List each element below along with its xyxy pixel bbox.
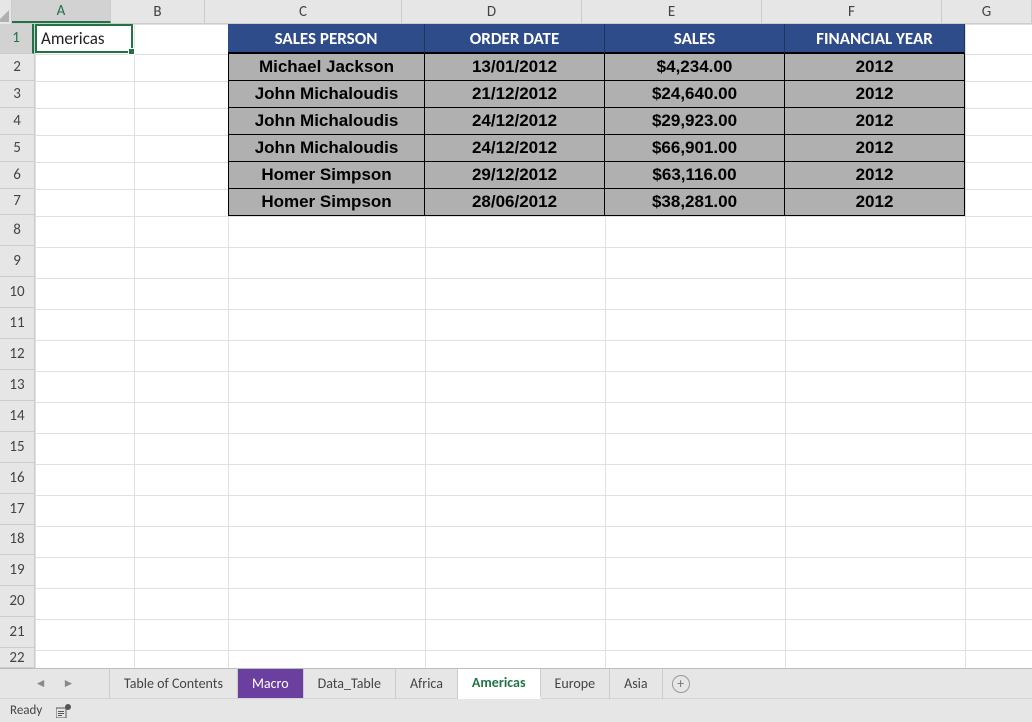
table-cell[interactable]: Michael Jackson	[228, 54, 425, 81]
sheet-tab[interactable]: Africa	[396, 669, 458, 698]
row-header-16[interactable]: 16	[0, 463, 34, 494]
table-cell[interactable]: 21/12/2012	[425, 81, 605, 108]
table-header-cell[interactable]: SALES	[605, 24, 785, 54]
column-header-D[interactable]: D	[402, 0, 582, 23]
column-headers: ABCDEFG	[12, 0, 1032, 23]
row-header-2[interactable]: 2	[0, 54, 34, 81]
tab-nav: ◄ ►	[0, 669, 110, 698]
table-header-row: SALES PERSONORDER DATESALESFINANCIAL YEA…	[228, 24, 965, 54]
row-header-21[interactable]: 21	[0, 617, 34, 648]
table-cell[interactable]: Homer Simpson	[228, 162, 425, 189]
row-header-13[interactable]: 13	[0, 370, 34, 401]
select-all-icon	[0, 10, 9, 22]
sheet-tabs: Table of ContentsMacroData_TableAfricaAm…	[110, 669, 663, 698]
table-cell[interactable]: 2012	[785, 189, 965, 216]
tab-prev-icon[interactable]: ◄	[35, 676, 47, 691]
table-cell[interactable]: $66,901.00	[605, 135, 785, 162]
table-cell[interactable]: John Michaloudis	[228, 135, 425, 162]
row-header-1[interactable]: 1	[0, 24, 34, 54]
table-cell[interactable]: John Michaloudis	[228, 108, 425, 135]
row-header-19[interactable]: 19	[0, 555, 34, 586]
sheet-tab[interactable]: Asia	[610, 669, 663, 698]
table-row: John Michaloudis21/12/2012$24,640.002012	[228, 81, 965, 108]
table-cell[interactable]: 2012	[785, 81, 965, 108]
table-header-cell[interactable]: SALES PERSON	[228, 24, 425, 54]
table-cell[interactable]: $29,923.00	[605, 108, 785, 135]
row-header-18[interactable]: 18	[0, 525, 34, 556]
fill-handle[interactable]	[128, 48, 135, 55]
active-cell[interactable]: Americas	[35, 24, 133, 53]
data-table: SALES PERSONORDER DATESALESFINANCIAL YEA…	[228, 24, 965, 216]
excel-window: ABCDEFG 12345678910111213141516171819202…	[0, 0, 1032, 722]
row-header-12[interactable]: 12	[0, 339, 34, 370]
new-sheet-button[interactable]: +	[663, 669, 699, 698]
table-cell[interactable]: 2012	[785, 54, 965, 81]
row-header-22[interactable]: 22	[0, 648, 34, 668]
row-header-8[interactable]: 8	[0, 215, 34, 246]
table-header-cell[interactable]: ORDER DATE	[425, 24, 605, 54]
row-header-10[interactable]: 10	[0, 277, 34, 308]
sheet-tab[interactable]: Macro	[238, 669, 304, 698]
column-header-B[interactable]: B	[111, 0, 205, 23]
column-header-row: ABCDEFG	[0, 0, 1032, 24]
row-header-17[interactable]: 17	[0, 494, 34, 525]
row-header-15[interactable]: 15	[0, 432, 34, 463]
table-cell[interactable]: 28/06/2012	[425, 189, 605, 216]
table-row: John Michaloudis24/12/2012$66,901.002012	[228, 135, 965, 162]
row-header-5[interactable]: 5	[0, 135, 34, 162]
active-cell-value: Americas	[41, 28, 105, 49]
table-row: John Michaloudis24/12/2012$29,923.002012	[228, 108, 965, 135]
row-header-14[interactable]: 14	[0, 401, 34, 432]
select-all-corner[interactable]	[0, 0, 12, 24]
table-row: Homer Simpson28/06/2012$38,281.002012	[228, 189, 965, 216]
row-header-4[interactable]: 4	[0, 108, 34, 135]
table-cell[interactable]: 2012	[785, 162, 965, 189]
column-header-G[interactable]: G	[942, 0, 1032, 23]
table-cell[interactable]: Homer Simpson	[228, 189, 425, 216]
sheet-tab[interactable]: Data_Table	[304, 669, 396, 698]
table-cell[interactable]: $4,234.00	[605, 54, 785, 81]
row-header-9[interactable]: 9	[0, 246, 34, 277]
status-text: Ready	[10, 703, 42, 718]
table-cell[interactable]: John Michaloudis	[228, 81, 425, 108]
table-cell[interactable]: 2012	[785, 135, 965, 162]
row-header-3[interactable]: 3	[0, 81, 34, 108]
table-cell[interactable]: $24,640.00	[605, 81, 785, 108]
row-header-7[interactable]: 7	[0, 189, 34, 216]
tab-scroll-region	[699, 669, 1032, 698]
grid-area: 12345678910111213141516171819202122 Amer…	[0, 24, 1032, 668]
row-header-6[interactable]: 6	[0, 162, 34, 189]
table-cell[interactable]: 24/12/2012	[425, 108, 605, 135]
row-header-11[interactable]: 11	[0, 308, 34, 339]
macro-record-icon[interactable]	[56, 704, 72, 718]
sheet-tab-strip: ◄ ► Table of ContentsMacroData_TableAfri…	[0, 668, 1032, 698]
row-header-20[interactable]: 20	[0, 586, 34, 617]
table-row: Michael Jackson13/01/2012$4,234.002012	[228, 54, 965, 81]
table-cell[interactable]: 13/01/2012	[425, 54, 605, 81]
table-cell[interactable]: $38,281.00	[605, 189, 785, 216]
tab-next-icon[interactable]: ►	[63, 676, 75, 691]
sheet-tab[interactable]: Europe	[541, 669, 611, 698]
status-bar: Ready	[0, 698, 1032, 722]
table-cell[interactable]: $63,116.00	[605, 162, 785, 189]
cells-area[interactable]: Americas SALES PERSONORDER DATESALESFINA…	[35, 24, 1032, 668]
table-cell[interactable]: 2012	[785, 108, 965, 135]
sheet-tab[interactable]: Table of Contents	[110, 669, 238, 698]
column-header-C[interactable]: C	[205, 0, 402, 23]
table-row: Homer Simpson29/12/2012$63,116.002012	[228, 162, 965, 189]
sheet-tab[interactable]: Americas	[458, 669, 541, 699]
plus-icon: +	[672, 675, 690, 693]
column-header-F[interactable]: F	[762, 0, 942, 23]
column-header-A[interactable]: A	[12, 0, 111, 23]
table-cell[interactable]: 29/12/2012	[425, 162, 605, 189]
table-cell[interactable]: 24/12/2012	[425, 135, 605, 162]
column-header-E[interactable]: E	[582, 0, 762, 23]
table-header-cell[interactable]: FINANCIAL YEAR	[785, 24, 965, 54]
row-headers: 12345678910111213141516171819202122	[0, 24, 35, 668]
